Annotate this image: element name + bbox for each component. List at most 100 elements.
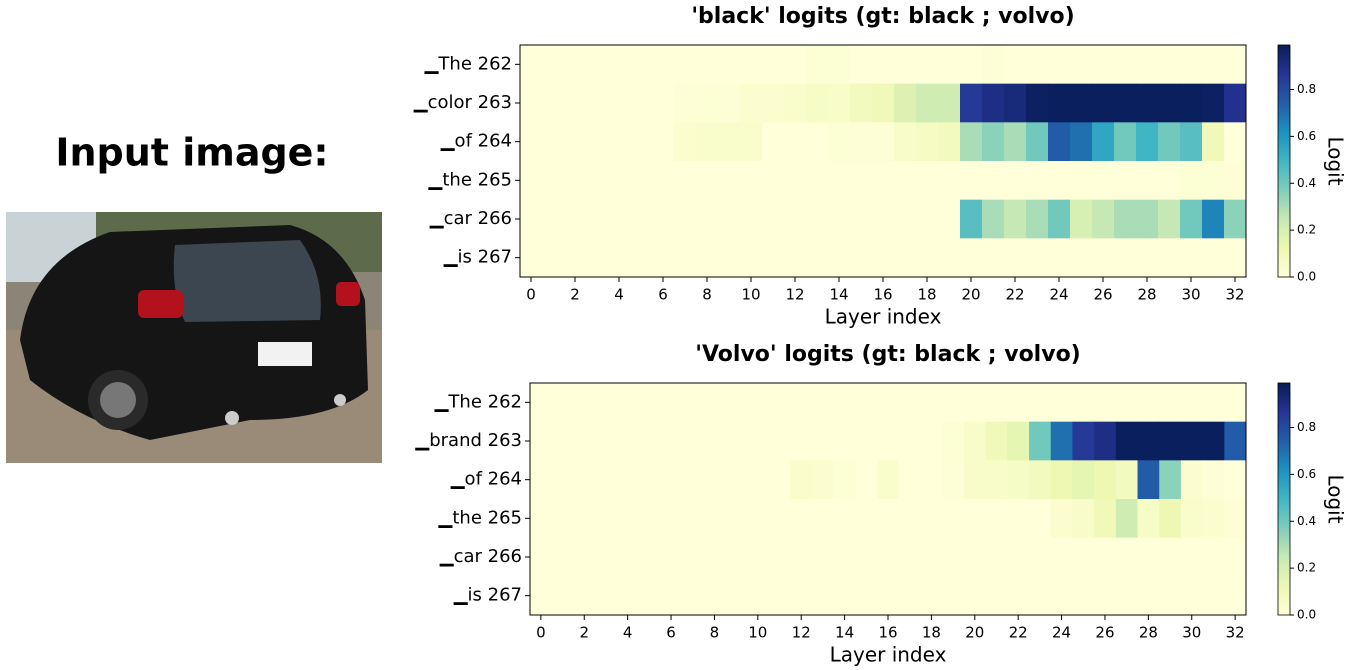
x-tick-label: 14 — [835, 624, 854, 642]
heat-cell — [828, 161, 851, 200]
heat-cell — [1048, 122, 1071, 161]
heat-cell — [1026, 84, 1049, 123]
heat-cell — [899, 576, 921, 615]
heat-cell — [530, 538, 552, 577]
colorbar-tick-label: 0.2 — [1297, 561, 1316, 575]
y-tick-label: ▁The 262 — [434, 391, 522, 412]
heat-cell — [872, 238, 895, 277]
heat-cell — [586, 238, 609, 277]
input-photo — [6, 212, 382, 463]
heat-cell — [877, 538, 899, 577]
heat-cell — [1072, 576, 1094, 615]
heat-cell — [674, 45, 697, 84]
x-tick-label: 16 — [878, 624, 897, 642]
heat-cell — [986, 383, 1008, 422]
heat-cell — [740, 238, 763, 277]
heat-cell — [573, 383, 595, 422]
heat-cell — [982, 45, 1005, 84]
heat-cell — [938, 238, 961, 277]
heat-cell — [762, 238, 785, 277]
heat-cell — [638, 383, 660, 422]
heat-cell — [1136, 200, 1159, 239]
heat-cell — [872, 161, 895, 200]
heat-cell — [520, 238, 543, 277]
heat-cell — [877, 460, 899, 499]
heat-cell — [652, 200, 675, 239]
heat-cell — [652, 122, 675, 161]
heat-cell — [784, 200, 807, 239]
heat-cell — [877, 383, 899, 422]
heat-cell — [1202, 45, 1225, 84]
heat-cell — [828, 84, 851, 123]
heat-cell — [982, 84, 1005, 123]
colorbar-tick-label: 0.0 — [1297, 270, 1316, 284]
heat-cell — [630, 45, 653, 84]
heat-cell — [1051, 460, 1073, 499]
heat-cell — [769, 576, 791, 615]
heat-cell — [1004, 45, 1027, 84]
y-tick-label: ▁of 264 — [440, 131, 512, 152]
heat-cell — [1180, 122, 1203, 161]
heat-cell — [573, 576, 595, 615]
heat-cell — [1092, 200, 1115, 239]
heat-cell — [530, 499, 552, 538]
heat-cell — [877, 499, 899, 538]
heat-cell — [718, 45, 741, 84]
x-tick-label: 22 — [1009, 624, 1028, 642]
heat-cell — [872, 200, 895, 239]
heat-cell — [1004, 84, 1027, 123]
x-tick-label: 6 — [658, 286, 668, 304]
heat-cell — [1203, 383, 1225, 422]
x-axis-label: Layer index — [830, 643, 947, 667]
heat-cell — [938, 45, 961, 84]
heat-cell — [921, 538, 943, 577]
heat-cell — [812, 383, 834, 422]
heat-cell — [1051, 499, 1073, 538]
heat-cell — [1048, 45, 1071, 84]
heat-cell — [850, 45, 873, 84]
heat-cell — [1224, 383, 1246, 422]
heat-cell — [1116, 422, 1138, 461]
chart-title: 'Volvo' logits (gt: black ; volvo) — [695, 342, 1080, 367]
heat-cell — [1224, 200, 1247, 239]
y-tick-label: ▁is 267 — [443, 247, 512, 268]
heat-cell — [542, 45, 565, 84]
heat-cell — [916, 45, 939, 84]
heat-cell — [986, 460, 1008, 499]
heat-cell — [1202, 122, 1225, 161]
heat-cell — [520, 122, 543, 161]
heat-cell — [1159, 460, 1181, 499]
heat-cell — [1159, 383, 1181, 422]
heat-cell — [725, 422, 747, 461]
heat-cell — [982, 161, 1005, 200]
heat-cell — [1181, 383, 1203, 422]
heat-cell — [552, 499, 574, 538]
heat-cell — [586, 161, 609, 200]
heat-cell — [617, 460, 639, 499]
x-tick-label: 6 — [666, 624, 676, 642]
heat-cell — [960, 200, 983, 239]
heat-cell — [652, 84, 675, 123]
heat-cell — [855, 538, 877, 577]
heat-cell — [1070, 200, 1093, 239]
heat-cell — [916, 200, 939, 239]
heat-cell — [674, 161, 697, 200]
heat-cell — [1138, 576, 1160, 615]
heat-cell — [630, 200, 653, 239]
heat-cell — [806, 45, 829, 84]
heat-cell — [638, 499, 660, 538]
heat-cell — [617, 422, 639, 461]
heat-cell — [806, 161, 829, 200]
heat-cell — [1072, 383, 1094, 422]
heat-cell — [630, 84, 653, 123]
heat-cell — [921, 383, 943, 422]
heat-cell — [704, 576, 726, 615]
heat-cell — [921, 499, 943, 538]
heat-cell — [1224, 122, 1247, 161]
heat-cell — [542, 200, 565, 239]
heat-cell — [762, 200, 785, 239]
heat-cell — [542, 122, 565, 161]
colorbar-label: Logit — [1324, 136, 1348, 185]
heat-cell — [877, 576, 899, 615]
heat-cell — [1029, 383, 1051, 422]
